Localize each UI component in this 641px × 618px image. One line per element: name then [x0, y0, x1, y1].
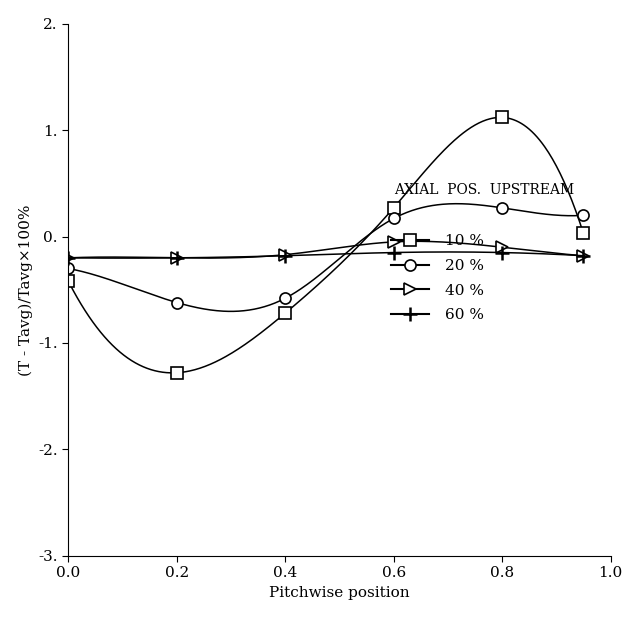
Legend: 10 %, 20 %, 40 %, 60 %: 10 %, 20 %, 40 %, 60 % — [385, 228, 490, 329]
Text: AXIAL  POS.  UPSTREAM: AXIAL POS. UPSTREAM — [394, 184, 574, 197]
Y-axis label: (T - Tavg)/Tavg×100%: (T - Tavg)/Tavg×100% — [19, 204, 33, 376]
X-axis label: Pitchwise position: Pitchwise position — [269, 586, 410, 599]
